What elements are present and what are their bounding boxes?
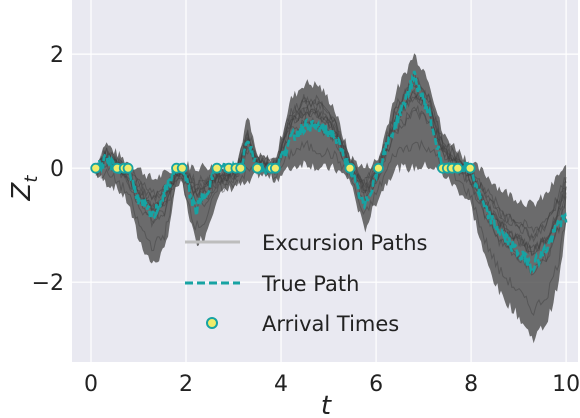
arrival-marker <box>452 162 464 174</box>
x-tick-label: 2 <box>179 372 193 397</box>
arrival-marker <box>269 162 281 174</box>
y-tick-label: 2 <box>50 43 64 68</box>
y-axis-label-main: Z <box>7 181 37 201</box>
excursion-path <box>95 139 567 316</box>
arrival-marker <box>251 162 263 174</box>
x-tick-label: 4 <box>274 372 288 397</box>
arrival-marker <box>235 162 247 174</box>
y-tick-labels: 2 0 −2 <box>32 43 64 296</box>
x-tick-label: 10 <box>552 372 580 397</box>
legend: Excursion Paths True Path Arrival Times <box>185 231 428 336</box>
arrival-times <box>90 162 476 174</box>
arrival-marker <box>373 162 384 174</box>
arrival-marker <box>464 162 476 174</box>
arrival-marker <box>211 162 223 174</box>
arrival-marker <box>176 162 188 174</box>
arrival-marker <box>344 162 356 174</box>
y-axis-label: Zt <box>7 175 42 202</box>
legend-excursion-label: Excursion Paths <box>262 231 428 255</box>
arrival-marker <box>90 162 102 174</box>
legend-arrival-swatch <box>206 317 218 329</box>
legend-arrival-label: Arrival Times <box>262 312 399 336</box>
x-tick-label: 6 <box>369 372 383 397</box>
y-tick-label: 0 <box>50 157 64 182</box>
legend-true-path-label: True Path <box>261 272 359 296</box>
true-path-line <box>95 70 568 275</box>
excursion-path <box>95 88 567 253</box>
y-tick-label: −2 <box>32 271 64 296</box>
arrival-marker <box>122 162 134 174</box>
x-tick-labels: 0 2 4 6 8 10 <box>84 372 580 397</box>
x-axis-label: t <box>321 391 332 418</box>
y-axis-label-subscript: t <box>21 175 42 183</box>
x-tick-label: 0 <box>84 372 98 397</box>
x-tick-label: 8 <box>464 372 478 397</box>
